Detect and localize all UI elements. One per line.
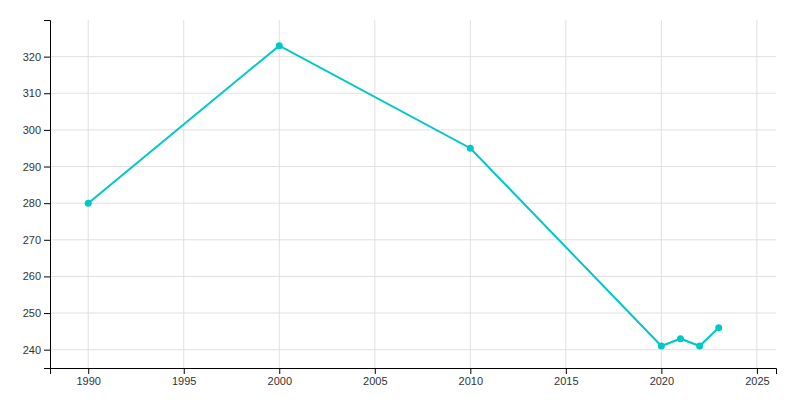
- data-point: [715, 324, 722, 331]
- chart-container: 1990 1995 2000 2005 2010 2015 2020 2025 240 250 26…: [0, 0, 800, 400]
- y-grid-line: [50, 93, 776, 94]
- x-tick-label: 1990: [76, 375, 100, 387]
- y-tick-mark: [44, 167, 50, 168]
- x-tick-mark: [279, 368, 280, 374]
- y-tick-mark: [44, 276, 50, 277]
- y-grid-line: [50, 56, 776, 57]
- y-grid-line: [50, 276, 776, 277]
- y-tick: 290: [23, 161, 50, 173]
- x-axis: 1990 1995 2000 2005 2010 2015 2020 2025: [51, 368, 777, 387]
- chart-svg: 1990 1995 2000 2005 2010 2015 2020 2025 240 250 26…: [0, 0, 800, 400]
- y-tick-mark: [44, 313, 50, 314]
- x-tick: 2010: [459, 368, 483, 387]
- x-tick-label: 1995: [172, 375, 196, 387]
- y-tick: 320: [23, 51, 50, 63]
- x-tick-mark: [184, 368, 185, 374]
- data-point: [658, 343, 665, 350]
- x-tick: 2025: [745, 368, 769, 387]
- data-point: [276, 42, 283, 49]
- y-tick: 280: [23, 197, 50, 209]
- data-point: [677, 335, 684, 342]
- x-tick: 1995: [172, 368, 196, 387]
- x-tick-mark: [470, 368, 471, 374]
- grid: [50, 20, 776, 368]
- x-tick: 2020: [650, 368, 674, 387]
- y-tick-mark: [44, 350, 50, 351]
- x-tick-mark: [566, 368, 567, 374]
- y-tick-label: 290: [23, 161, 41, 173]
- y-tick-label: 270: [23, 234, 41, 246]
- y-tick-mark: [44, 130, 50, 131]
- x-grid-line: [183, 20, 184, 368]
- y-tick-label: 240: [23, 344, 41, 356]
- data-point: [85, 200, 92, 207]
- x-tick-label: 2010: [459, 375, 483, 387]
- x-tick: 2000: [268, 368, 292, 387]
- y-tick: 250: [23, 307, 50, 319]
- y-axis-line: [44, 21, 51, 369]
- x-grid-line: [88, 20, 89, 368]
- y-tick: 270: [23, 234, 50, 246]
- x-tick-label: 2005: [363, 375, 387, 387]
- x-tick: 1990: [76, 368, 100, 387]
- x-grid-line: [565, 20, 566, 368]
- plot-area: [85, 42, 722, 349]
- x-tick-label: 2020: [650, 375, 674, 387]
- x-tick-mark: [375, 368, 376, 374]
- x-tick-label: 2015: [554, 375, 578, 387]
- data-point: [467, 145, 474, 152]
- y-tick: 260: [23, 270, 50, 282]
- x-grid-line: [374, 20, 375, 368]
- x-grid-line: [661, 20, 662, 368]
- x-tick-mark: [661, 368, 662, 374]
- y-tick-mark: [44, 93, 50, 94]
- y-tick-label: 320: [23, 51, 41, 63]
- y-grid-line: [50, 203, 776, 204]
- y-tick: 240: [23, 344, 50, 356]
- y-grid-line: [50, 239, 776, 240]
- x-axis-line: [51, 369, 777, 375]
- y-grid-line: [50, 313, 776, 314]
- y-tick-label: 260: [23, 270, 41, 282]
- y-tick-label: 280: [23, 197, 41, 209]
- x-grid-line: [279, 20, 280, 368]
- x-grid-line: [470, 20, 471, 368]
- y-tick: 310: [23, 87, 50, 99]
- y-axis: 240 250 260 270 280 290 300 310 320: [23, 21, 51, 369]
- x-tick: 2015: [554, 368, 578, 387]
- y-tick-label: 250: [23, 307, 41, 319]
- y-tick: 300: [23, 124, 50, 136]
- x-tick-mark: [757, 368, 758, 374]
- y-grid-line: [50, 129, 776, 130]
- y-tick-mark: [44, 240, 50, 241]
- y-grid-line: [50, 166, 776, 167]
- y-tick-mark: [44, 57, 50, 58]
- y-tick-label: 310: [23, 87, 41, 99]
- x-tick-mark: [88, 368, 89, 374]
- y-tick-label: 300: [23, 124, 41, 136]
- x-grid-line: [756, 20, 757, 368]
- data-line: [88, 46, 718, 346]
- x-tick-label: 2000: [268, 375, 292, 387]
- y-grid-line: [50, 349, 776, 350]
- x-tick-label: 2025: [745, 375, 769, 387]
- x-tick: 2005: [363, 368, 387, 387]
- y-tick-mark: [44, 203, 50, 204]
- data-point: [696, 343, 703, 350]
